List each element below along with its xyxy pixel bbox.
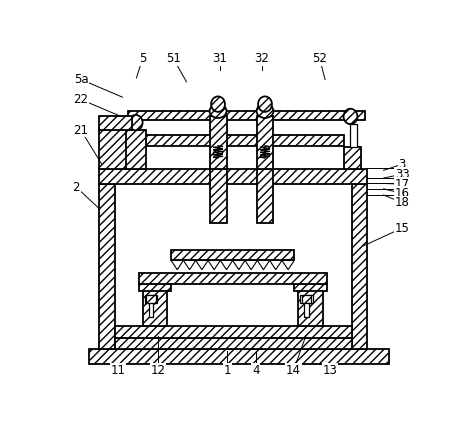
Bar [132, 135, 344, 146]
Ellipse shape [343, 109, 357, 124]
Polygon shape [282, 261, 294, 270]
Bar [126, 130, 146, 169]
Bar [257, 169, 274, 223]
Bar [99, 130, 132, 169]
Bar [171, 249, 294, 261]
Polygon shape [257, 261, 270, 270]
Ellipse shape [257, 104, 274, 118]
Bar [145, 295, 157, 303]
Text: 4: 4 [252, 364, 260, 377]
Bar [210, 116, 226, 169]
Text: 16: 16 [395, 187, 410, 200]
Bar [146, 295, 156, 303]
Text: 12: 12 [151, 364, 165, 377]
Text: 15: 15 [395, 221, 410, 235]
Bar [304, 303, 309, 317]
Ellipse shape [211, 96, 225, 112]
Bar [115, 338, 352, 349]
Bar [350, 124, 356, 147]
Ellipse shape [258, 96, 272, 112]
Polygon shape [171, 261, 184, 270]
Bar [301, 295, 313, 303]
Bar [294, 283, 327, 291]
Bar [139, 273, 327, 283]
Text: 13: 13 [323, 364, 338, 377]
Text: 14: 14 [286, 364, 301, 377]
Ellipse shape [210, 104, 226, 118]
Text: 32: 32 [254, 52, 269, 65]
Bar [344, 147, 361, 169]
Polygon shape [245, 261, 257, 270]
Text: 21: 21 [74, 124, 89, 137]
Text: 33: 33 [395, 168, 410, 181]
Bar [99, 169, 367, 184]
Bar [99, 184, 115, 349]
Polygon shape [220, 261, 233, 270]
Bar [352, 184, 367, 349]
Text: 52: 52 [312, 52, 327, 65]
Bar [298, 283, 323, 326]
Text: 5a: 5a [74, 73, 88, 86]
Polygon shape [270, 261, 282, 270]
Bar [99, 116, 132, 130]
Polygon shape [184, 261, 196, 270]
Bar [149, 303, 153, 317]
Ellipse shape [129, 115, 143, 130]
Bar [257, 116, 274, 169]
Bar [302, 295, 311, 303]
Bar [115, 326, 352, 338]
Polygon shape [208, 261, 220, 270]
Text: 22: 22 [74, 93, 89, 106]
Text: 11: 11 [110, 364, 125, 377]
Bar [89, 349, 389, 364]
Bar [143, 283, 167, 326]
Text: 31: 31 [212, 52, 227, 65]
Text: 3: 3 [398, 158, 406, 171]
Text: 51: 51 [166, 52, 181, 65]
Bar [139, 283, 171, 291]
Polygon shape [196, 261, 208, 270]
Text: 17: 17 [395, 178, 410, 191]
Text: 1: 1 [224, 364, 231, 377]
Text: 18: 18 [395, 196, 410, 209]
Bar [128, 111, 365, 120]
Bar [210, 169, 226, 223]
Polygon shape [233, 261, 245, 270]
Text: 5: 5 [139, 52, 146, 65]
Text: 2: 2 [73, 181, 80, 194]
